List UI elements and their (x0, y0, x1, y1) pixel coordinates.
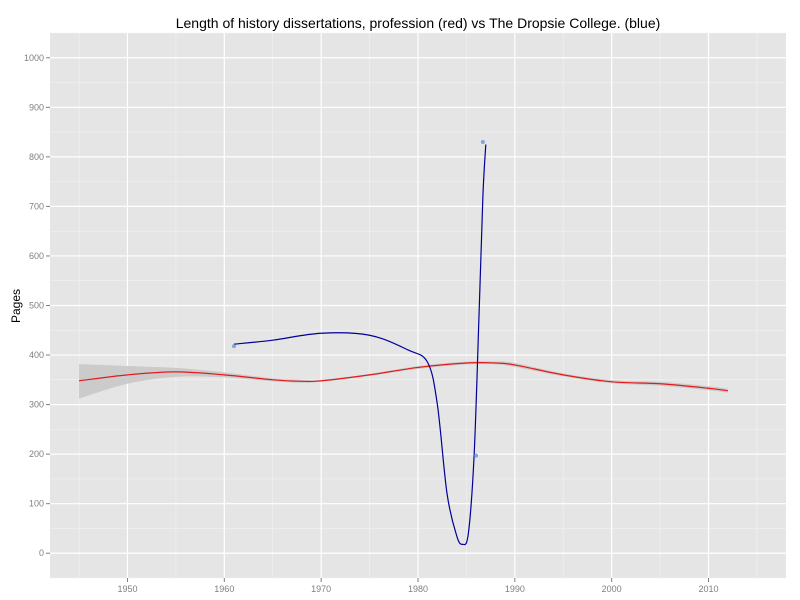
x-tick-label: 1960 (214, 584, 234, 594)
y-tick-label: 1000 (24, 53, 44, 63)
x-tick-label: 2010 (699, 584, 719, 594)
y-tick-label: 800 (29, 152, 44, 162)
y-tick-label: 600 (29, 251, 44, 261)
series-points (232, 140, 485, 458)
chart-title: Length of history dissertations, profess… (176, 15, 661, 31)
series-2-point (480, 140, 485, 144)
major-gridlines (50, 33, 786, 578)
y-tick-label: 100 (29, 499, 44, 509)
series-lines (78, 144, 728, 546)
y-tick-label: 200 (29, 449, 44, 459)
series-2-point (232, 344, 236, 349)
x-tick-label: 1950 (117, 584, 137, 594)
y-tick-label: 400 (29, 350, 44, 360)
x-tick-label: 1990 (505, 584, 525, 594)
series-0-line (78, 361, 728, 392)
y-axis-ticks: 0 100 200 300 400 500 600 700 800 900 1000 (24, 53, 50, 558)
y-tick-label: 700 (29, 201, 44, 211)
x-tick-label: 2000 (602, 584, 622, 594)
series-1-line (233, 144, 487, 546)
y-tick-label: 500 (29, 301, 44, 311)
x-tick-label: 1970 (311, 584, 331, 594)
y-tick-label: 900 (29, 102, 44, 112)
y-axis-label: Pages (9, 289, 23, 323)
x-tick-label: 1980 (408, 584, 428, 594)
series-2-point (474, 453, 479, 458)
y-tick-label: 300 (29, 400, 44, 410)
y-tick-label: 0 (39, 548, 44, 558)
x-axis-ticks: 1950 1960 1970 1980 1990 2000 2010 (117, 578, 719, 594)
